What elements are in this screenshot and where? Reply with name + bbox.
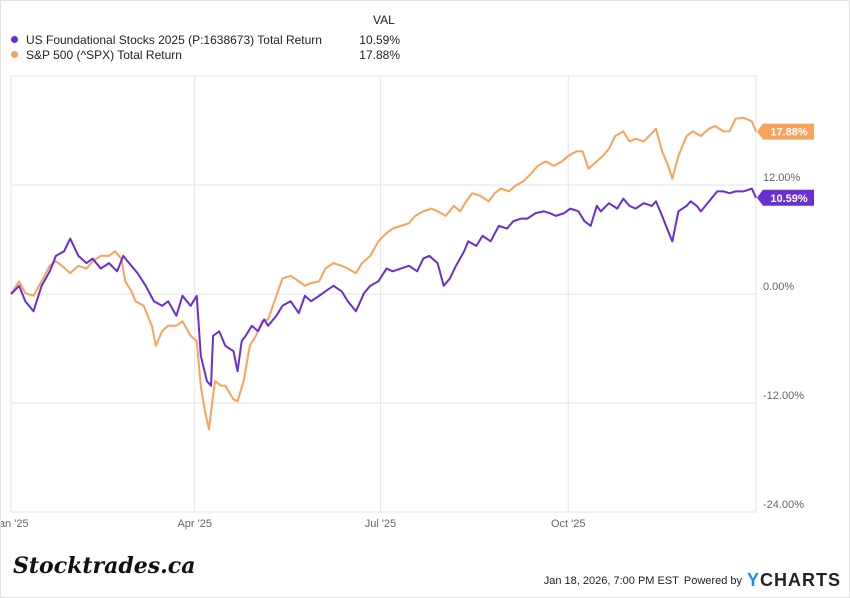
last-value-badge: 17.88% <box>757 123 814 140</box>
x-tick-label: Jan '25 <box>1 518 29 530</box>
x-tick-label: Oct '25 <box>551 518 586 530</box>
series-line-sp500 <box>10 116 757 431</box>
footer: Jan 18, 2026, 7:00 PM EST Powered by YCH… <box>544 570 841 591</box>
legend-label: US Foundational Stocks 2025 (P:1638673) … <box>26 32 322 47</box>
badge-label: 10.59% <box>770 193 808 205</box>
ycharts-logo-text: CHARTS <box>760 570 841 590</box>
legend-value-header: VAL <box>373 13 395 27</box>
ycharts-logo[interactable]: YCHARTS <box>747 570 841 591</box>
series-dot-icon <box>11 36 18 43</box>
stocktrades-logo: Stocktrades.ca <box>13 553 196 579</box>
powered-by-label: Powered by <box>683 574 742 587</box>
series-line-us-foundational <box>10 187 757 387</box>
badge-shape <box>757 189 814 206</box>
legend-item-us-foundational[interactable]: US Foundational Stocks 2025 (P:1638673) … <box>7 32 400 47</box>
legend: US Foundational Stocks 2025 (P:1638673) … <box>7 32 400 62</box>
series-dot-icon <box>11 51 18 58</box>
y-tick-label: 12.00% <box>763 172 801 184</box>
x-tick-label: Apr '25 <box>177 518 212 530</box>
legend-item-sp500[interactable]: S&P 500 (^SPX) Total Return 17.88% <box>7 47 400 62</box>
timestamp: Jan 18, 2026, 7:00 PM EST <box>543 574 679 587</box>
legend-label: S&P 500 (^SPX) Total Return <box>26 47 182 62</box>
ycharts-logo-y: Y <box>746 570 760 590</box>
legend-value: 10.59% <box>359 32 400 47</box>
y-tick-label: -24.00% <box>763 499 804 511</box>
badge-shape <box>757 123 814 140</box>
x-tick-label: Jul '25 <box>365 518 396 530</box>
badge-label: 17.88% <box>770 127 808 139</box>
last-value-badge: 10.59% <box>757 189 814 206</box>
y-tick-label: 0.00% <box>763 281 794 293</box>
legend-value: 17.88% <box>359 47 400 62</box>
y-tick-label: -12.00% <box>763 390 804 402</box>
